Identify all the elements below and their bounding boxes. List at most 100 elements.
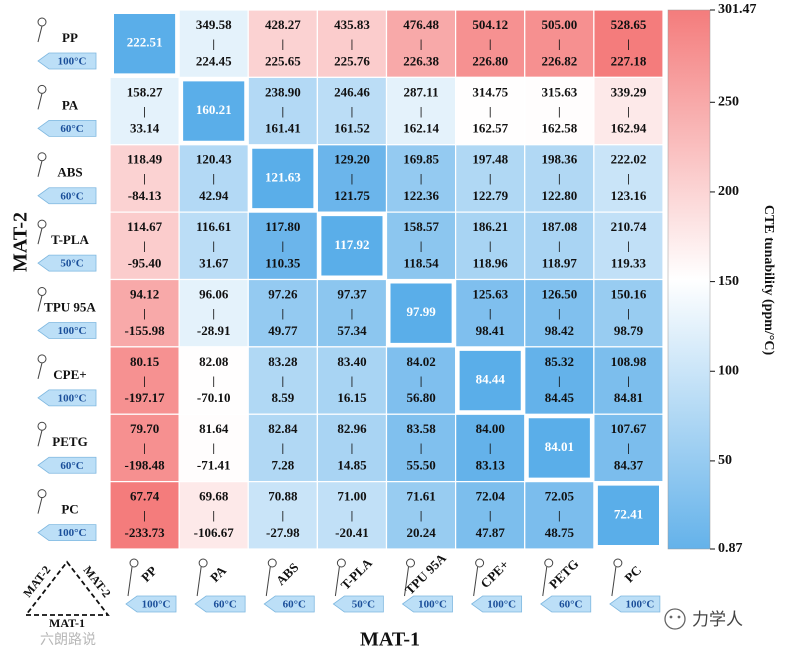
- temperature-tag: [37, 119, 97, 137]
- cell-upper-value: 158.57: [403, 219, 439, 234]
- diagonal-rect: [593, 481, 663, 549]
- cell-upper-value: 504.12: [472, 17, 508, 32]
- cell-lower-value: 118.97: [542, 255, 578, 270]
- cell-separator: |: [281, 239, 284, 253]
- cell-lower-value: 118.96: [473, 255, 509, 270]
- row-header: PETG 60°C: [37, 421, 97, 474]
- cell-separator: |: [558, 508, 561, 522]
- filament-line: [265, 566, 271, 597]
- cell-rect: [455, 481, 526, 550]
- cell-upper-value: 435.83: [334, 17, 370, 32]
- heatmap-cell: 126.50 | 98.42: [524, 278, 595, 348]
- cell-separator: |: [212, 508, 215, 522]
- cell-lower-value: 226.80: [472, 53, 508, 68]
- cell-lower-value: 224.45: [196, 53, 232, 68]
- heatmap-cell: 114.67 | -95.40: [109, 211, 180, 281]
- filament-line: [37, 497, 43, 514]
- column-temperature: 100°C: [418, 599, 447, 611]
- diagonal-cell: 84.44: [455, 346, 525, 415]
- filament-line: [473, 566, 479, 597]
- cell-lower-value: 16.15: [337, 390, 367, 405]
- row-material-name: CPE+: [53, 367, 86, 382]
- cell-rect: [316, 278, 388, 348]
- cell-upper-value: 94.12: [130, 286, 159, 301]
- cell-lower-value: 122.79: [472, 188, 508, 203]
- cell-separator: |: [143, 306, 146, 320]
- colorbar-tick-label: 50: [718, 453, 732, 468]
- filament-spool-icon: [37, 219, 47, 229]
- diagonal-rect: [179, 77, 249, 145]
- watermark-right-text: 力学人: [692, 610, 743, 630]
- heatmap-cell: 186.21 | 118.96: [455, 211, 526, 281]
- cell-lower-value: 56.80: [406, 390, 435, 405]
- heatmap-cell: 83.40 | 16.15: [316, 346, 388, 415]
- cell-upper-value: 83.58: [406, 421, 436, 436]
- cell-rect: [455, 144, 526, 213]
- temperature-tag: [194, 595, 246, 613]
- filament-spool-icon: [544, 558, 554, 568]
- column-material-name: PA: [207, 562, 230, 585]
- cell-lower-value: 42.94: [199, 188, 229, 203]
- row-temperature: 60°C: [60, 190, 83, 202]
- column-header: PA 60°C: [194, 558, 246, 613]
- row-temperature: 60°C: [60, 460, 83, 472]
- heatmap-cell: 71.61 | 20.24: [385, 481, 457, 550]
- cell-separator: |: [489, 508, 492, 522]
- filament-spool-icon: [37, 287, 47, 296]
- heatmap-cell: 69.68 | -106.67: [178, 481, 249, 550]
- heatmap-cell: 198.36 | 122.80: [524, 144, 595, 213]
- cell-upper-value: 84.02: [406, 354, 435, 369]
- heatmap-cell: 82.84 | 7.28: [247, 413, 318, 483]
- cell-upper-value: 85.32: [545, 354, 574, 369]
- cell-rect: [178, 9, 249, 78]
- cell-separator: |: [558, 239, 561, 253]
- filament-line: [404, 566, 409, 597]
- wechat-icon: [664, 608, 686, 630]
- cell-upper-value: 476.48: [403, 17, 439, 32]
- row-temperature: 60°C: [60, 123, 83, 135]
- diagonal-rect: [110, 10, 180, 78]
- cell-upper-value: 97.37: [337, 286, 367, 301]
- cell-separator: |: [420, 373, 423, 387]
- column-header: PETG 60°C: [540, 556, 592, 613]
- cell-lower-value: 48.75: [545, 525, 575, 540]
- filament-spool-icon: [406, 558, 415, 568]
- heatmap-cell: 83.28 | 8.59: [247, 346, 318, 415]
- cell-rect: [247, 278, 318, 348]
- filament-spool-icon: [37, 152, 47, 162]
- heatmap-cell: 187.08 | 118.97: [524, 211, 595, 281]
- column-header: CPE+ 100°C: [470, 557, 523, 613]
- cell-rect: [593, 278, 664, 348]
- heatmap-cell: 107.67 | 84.37: [593, 413, 664, 483]
- cell-lower-value: 84.81: [614, 390, 643, 405]
- cell-upper-value: 72.04: [476, 489, 506, 504]
- heatmap-cell: 72.05 | 48.75: [524, 481, 595, 550]
- cell-separator: |: [143, 508, 146, 522]
- temperature-tag: [540, 595, 592, 613]
- cell-lower-value: -20.41: [335, 525, 369, 540]
- cell-separator: |: [558, 306, 561, 320]
- column-temperature: 50°C: [352, 599, 375, 611]
- cell-upper-value: 528.65: [611, 17, 647, 32]
- diagonal-value: 222.51: [127, 35, 163, 50]
- heatmap-cell: 117.80 | 110.35: [247, 211, 318, 281]
- cell-upper-value: 125.63: [472, 286, 508, 301]
- colorbar-label: CTE tunability (ppm/°C): [761, 205, 776, 356]
- corner-label-left: MAT-2: [20, 563, 53, 600]
- row-header: ABS 60°C: [37, 152, 97, 205]
- heatmap-cell: 349.58 | 224.45: [178, 9, 249, 78]
- diagonal-cell: 222.51: [110, 10, 180, 78]
- cell-upper-value: 71.61: [406, 489, 435, 504]
- cell-upper-value: 108.98: [611, 354, 647, 369]
- cell-upper-value: 82.08: [199, 354, 229, 369]
- cell-upper-value: 67.74: [130, 489, 160, 504]
- heatmap-cell: 169.85 | 122.36: [385, 144, 457, 213]
- cell-separator: |: [420, 36, 423, 50]
- column-material-name: PC: [621, 562, 644, 585]
- cell-lower-value: 49.77: [268, 323, 298, 338]
- row-material-name: PC: [61, 502, 78, 517]
- cell-separator: |: [212, 441, 215, 455]
- cell-lower-value: 33.14: [130, 121, 160, 136]
- cell-rect: [524, 481, 595, 550]
